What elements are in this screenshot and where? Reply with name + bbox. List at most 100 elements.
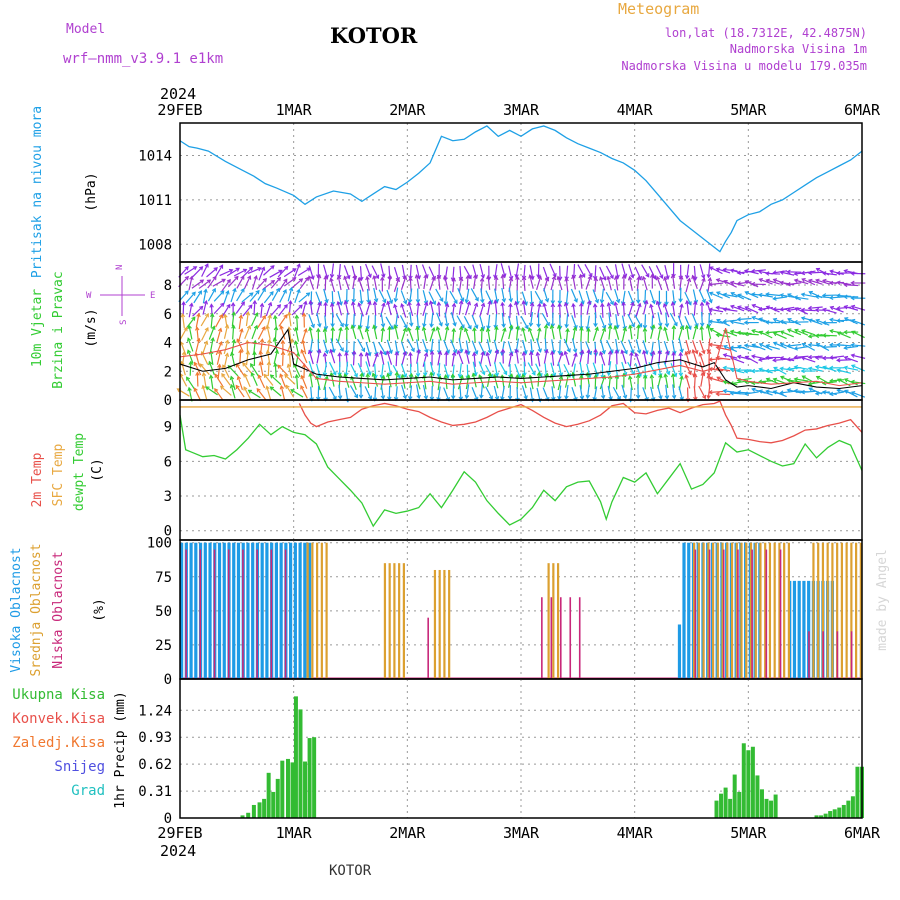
wind-arrow-head <box>416 394 421 400</box>
wind-arrow <box>429 301 435 316</box>
wind-arrow <box>380 350 385 365</box>
wind-arrow <box>516 290 519 305</box>
wind-arrow-head <box>424 301 429 306</box>
wind-arrow-head <box>543 323 549 329</box>
wind-arrow <box>558 325 562 340</box>
wind-arrow-head <box>473 302 479 307</box>
wind-arrow <box>322 264 328 279</box>
high-cloud-bar <box>236 542 241 679</box>
wind-arrow <box>415 274 420 289</box>
wind-arrow-head <box>388 299 394 305</box>
wind-arrow <box>277 266 289 278</box>
wind-arrow-head <box>472 326 477 332</box>
wind-arrow <box>822 346 837 348</box>
wind-arrow <box>544 338 547 353</box>
wind-arrow <box>685 374 691 389</box>
wind-arrow-head <box>828 365 834 371</box>
wind-arrow-head <box>402 327 408 332</box>
wind-arrow <box>230 384 236 399</box>
wind-arrow <box>580 327 583 342</box>
wind-arrow <box>635 353 641 367</box>
wind-arrow <box>628 264 634 278</box>
wind-arrow <box>364 386 372 400</box>
y-tick-label: 0.62 <box>138 757 172 773</box>
wind-arrow-head <box>494 372 500 378</box>
wind-arrow-head <box>232 287 237 293</box>
wind-arrow-head <box>706 349 712 355</box>
wind-arrow <box>501 341 505 356</box>
wind-arrow-head <box>480 274 486 279</box>
y-tick-label: 1014 <box>138 149 172 165</box>
wind-arrow-head <box>478 374 483 379</box>
wind-arrow <box>706 289 713 303</box>
wind-arrow-head <box>267 314 272 319</box>
wind-arrow <box>473 352 476 367</box>
wind-arrow-head <box>514 300 519 306</box>
wind-arrow <box>529 387 534 402</box>
wind-arrow-head <box>573 352 578 357</box>
wind-arrow <box>274 363 277 378</box>
wind-arrow-head <box>764 355 770 360</box>
wind-arrow-head <box>679 303 684 308</box>
wind-arrow <box>378 289 386 303</box>
wind-arrow <box>578 290 584 305</box>
top-date-label: 29FEB <box>157 101 202 119</box>
wind-arrow <box>707 338 711 353</box>
wind-arrow <box>401 384 407 399</box>
wind-arrow <box>465 384 470 399</box>
altitude-text: Nadmorska Visina 1m <box>730 42 867 56</box>
wind-arrow <box>463 265 472 279</box>
wind-arrow <box>564 351 570 366</box>
wind-arrow <box>678 338 683 353</box>
wind-arrow-head <box>821 380 827 386</box>
wind-arrow-head <box>284 373 289 379</box>
wind-arrow <box>463 316 472 329</box>
wind-arrow <box>400 290 407 304</box>
wind-arrow-head <box>292 268 297 273</box>
wind-arrow-head <box>234 275 239 281</box>
wind-speed-line <box>179 328 863 390</box>
wind-arrow <box>230 376 236 391</box>
wind-arrow-head <box>529 302 535 307</box>
low-cloud-bar <box>765 549 768 679</box>
wind-arrow-head <box>836 318 841 323</box>
wind-arrow <box>245 312 249 327</box>
wind-arrow-head <box>294 373 300 379</box>
wind-arrow <box>278 304 288 317</box>
wind-arrow <box>365 301 371 316</box>
wind-arrow-head <box>195 371 200 376</box>
wind-arrow-head <box>828 280 834 286</box>
wind-arrow-head <box>592 303 598 308</box>
wind-arrow <box>373 275 378 290</box>
wind-arrow-head <box>708 367 713 372</box>
wind-arrow <box>202 385 208 400</box>
wind-arrow-head <box>678 372 684 377</box>
wind-arrow <box>283 268 297 278</box>
precip-bar <box>773 794 778 818</box>
wind-arrow-head <box>373 298 379 303</box>
wind-arrow-head <box>365 372 371 378</box>
wind-arrow <box>794 345 809 350</box>
wind-arrow-head <box>722 307 727 312</box>
wind-arrow-head <box>538 299 543 305</box>
wind-arrow <box>565 291 569 306</box>
wind-arrow <box>352 275 356 290</box>
wind-arrow-head <box>444 302 450 308</box>
wind-arrow-head <box>666 370 671 376</box>
wind-arrow <box>628 302 634 317</box>
wind-arrow <box>395 352 398 367</box>
wind-arrow-head <box>415 299 421 304</box>
wind-arrow-head <box>564 277 569 282</box>
wind-arrow <box>551 386 555 401</box>
wind-arrow-head <box>248 304 253 309</box>
wind-arrow <box>686 300 690 315</box>
wind-arrow <box>251 325 258 340</box>
wind-arrow <box>208 326 215 340</box>
wind-arrow <box>486 373 491 388</box>
wind-arrow-head <box>557 350 563 356</box>
watermark: made by Angel <box>875 549 890 651</box>
wind-arrow-head <box>744 280 749 285</box>
high-cloud-bar <box>203 542 207 679</box>
wind-arrow <box>372 341 378 356</box>
wind-arrow-head <box>786 366 791 372</box>
